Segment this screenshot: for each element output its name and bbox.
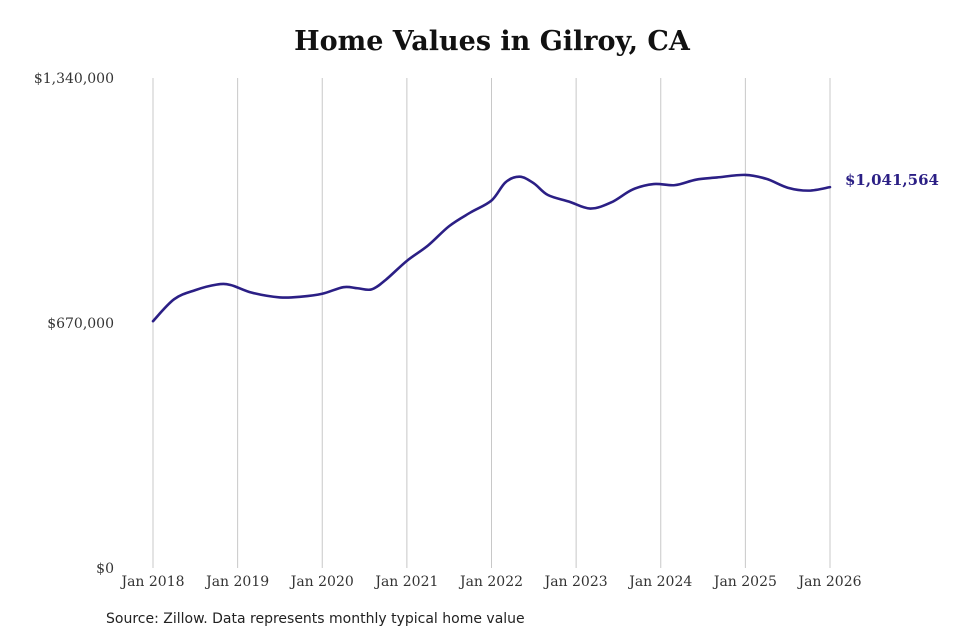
series-layer: [151, 173, 832, 323]
x-tick-label: Jan 2021: [373, 574, 438, 590]
y-tick-label: $670,000: [47, 316, 114, 332]
x-axis-ticks: Jan 2018 Jan 2019 Jan 2020 Jan 2021 Jan 2022…: [119, 574, 861, 590]
y-axis-ticks: $0 $670,000 $1,340,000: [34, 71, 114, 577]
x-tick-label: Jan 2025: [712, 574, 777, 590]
x-tick-label: Jan 2022: [458, 574, 523, 590]
x-tick-label: Jan 2024: [627, 574, 692, 590]
x-tick-label: Jan 2023: [543, 574, 608, 590]
y-tick-label: $1,340,000: [34, 71, 114, 87]
chart-title: Home Values in Gilroy, CA: [294, 26, 690, 57]
gridlines: [152, 78, 831, 568]
x-tick-label: Jan 2026: [796, 574, 861, 590]
y-tick-label: $0: [96, 561, 114, 577]
end-value-label: $1,041,564: [845, 171, 939, 189]
source-note: Source: Zillow. Data represents monthly …: [106, 611, 525, 627]
data-labels: $1,041,564: [845, 171, 939, 189]
x-tick-label: Jan 2020: [289, 574, 354, 590]
x-tick-label: Jan 2018: [119, 574, 184, 590]
x-tick-label: Jan 2019: [204, 574, 269, 590]
